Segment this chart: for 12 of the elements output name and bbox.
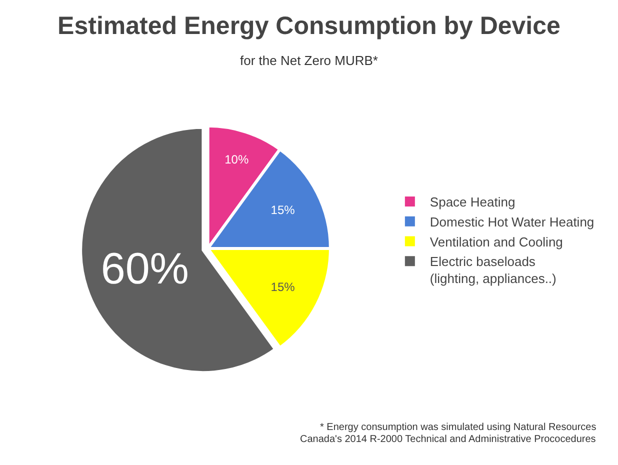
chart-title: Estimated Energy Consumption by Device [58,12,561,40]
legend-label: Electric baseloads (lighting, appliances..) [430,254,556,286]
legend-label: Space Heating [430,194,516,210]
data-label: 10% [224,152,249,166]
data-label: 60% [100,244,189,294]
data-label: 15% [270,203,296,218]
text: Canada's 2014 R-2000 Technical and Administrative Prococedures [300,434,596,445]
text: * Energy consumption was simulated using Natural Resources [320,422,596,433]
chart-subtitle: for the Net Zero MURB* [240,53,378,68]
legend-label: Domestic Hot Water Heating [430,214,594,230]
data-label: 15% [270,280,296,294]
legend-label: Ventilation and Cooling [430,234,563,250]
